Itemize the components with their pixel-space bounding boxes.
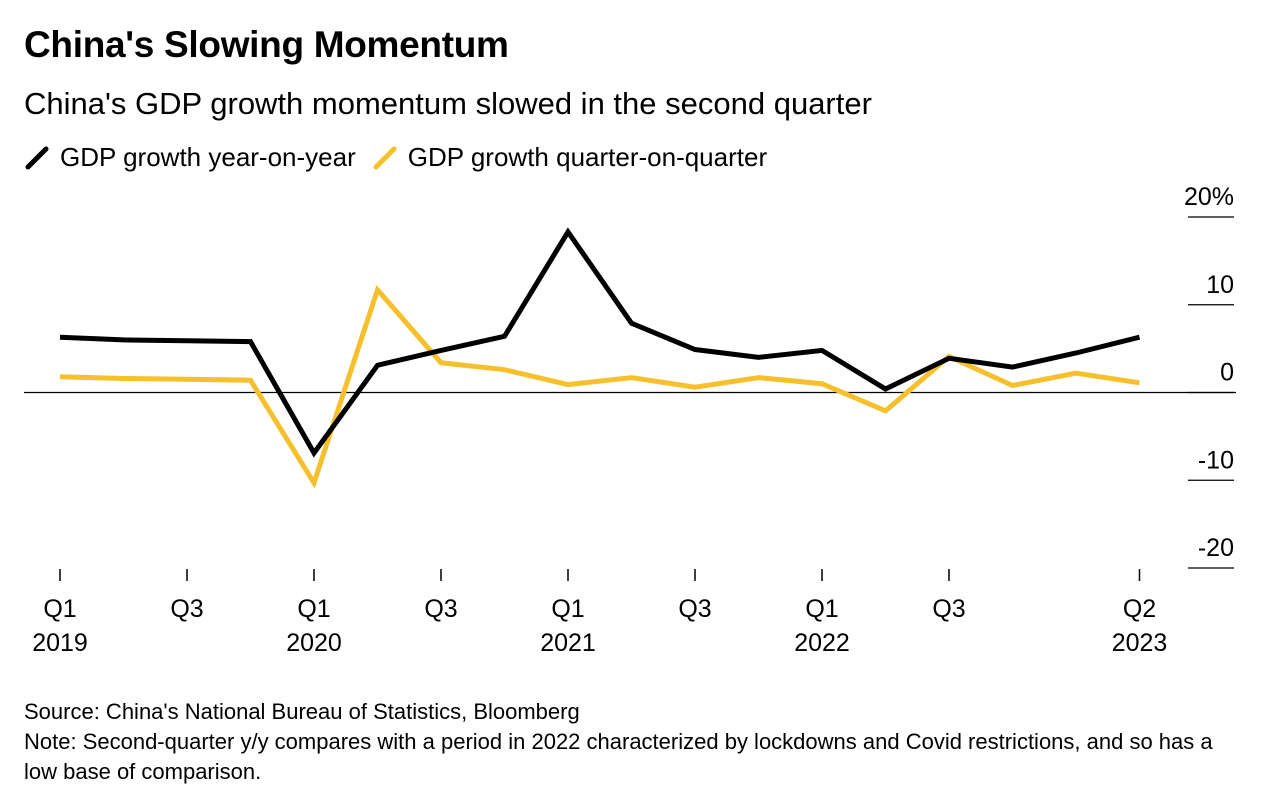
x-tick-label-3: Q3 [424,595,457,623]
x-tick-label-1: Q3 [170,595,203,623]
x-tick-label-0: Q1 [43,595,76,623]
chart-title: China's Slowing Momentum [24,24,509,65]
x-tick-year-6: 2022 [794,629,850,657]
x-tick-label-8: Q2 [1123,595,1156,623]
source-note: Source: China's National Bureau of Stati… [24,699,580,724]
legend-swatch-yoy [25,146,49,170]
y-tick-label-0: 20% [1184,183,1234,211]
x-tick-label-4: Q1 [551,595,584,623]
x-tick-year-2: 2020 [286,629,342,657]
legend-item-qoq: GDP growth quarter-on-quarter [372,142,767,173]
legend-item-yoy: GDP growth year-on-year [24,142,356,173]
legend: GDP growth year-on-year GDP growth quart… [24,140,783,174]
x-tick-label-5: Q3 [678,595,711,623]
methodology-note: Note: Second-quarter y/y compares with a… [24,729,1213,784]
y-tick-label-2: 0 [1220,359,1234,387]
y-tick-label-1: 10 [1206,271,1234,299]
x-tick-label-6: Q1 [805,595,838,623]
legend-swatch-qoq [373,146,397,170]
legend-label-qoq: GDP growth quarter-on-quarter [407,141,768,172]
chart-footer: Source: China's National Bureau of Stati… [24,697,1244,787]
series-line-qoq [59,284,1140,489]
x-tick-year-0: 2019 [32,629,88,657]
chart-subtitle: China's GDP growth momentum slowed in th… [24,86,872,121]
legend-label-yoy: GDP growth year-on-year [60,141,356,172]
line-chart: 20% 10 0 -10 -20 Q1 2019 Q3 Q1 2020 Q3 Q1 2021 Q3 Q1 20… [24,183,1236,657]
x-tick-year-4: 2021 [540,629,596,657]
x-tick-label-2: Q1 [297,595,330,623]
y-tick-label-3: -10 [1198,446,1234,474]
y-tick-label-4: -20 [1198,534,1234,562]
x-tick-label-7: Q3 [932,595,965,623]
x-tick-year-8: 2023 [1112,629,1168,657]
series-line-yoy [59,227,1141,458]
